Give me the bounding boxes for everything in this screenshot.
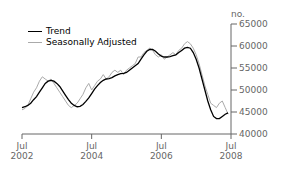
html-text:no.: no. [231, 9, 245, 19]
svg-text:65000: 65000 [239, 19, 268, 29]
svg-text:Jul2006: Jul2006 [150, 141, 173, 161]
html-text:Seasonally Adjusted: Seasonally Adjusted [46, 37, 137, 47]
svg-text:Jul2004: Jul2004 [80, 141, 103, 161]
svg-text:Jul2008: Jul2008 [220, 141, 243, 161]
html-text:Trend: Trend [46, 26, 71, 36]
svg-text:Jul2002: Jul2002 [11, 141, 34, 161]
svg-text:40000: 40000 [239, 129, 268, 139]
svg-text:50000: 50000 [239, 85, 268, 95]
svg-text:45000: 45000 [239, 107, 268, 117]
svg-text:60000: 60000 [239, 41, 268, 51]
svg-text:55000: 55000 [239, 63, 268, 73]
